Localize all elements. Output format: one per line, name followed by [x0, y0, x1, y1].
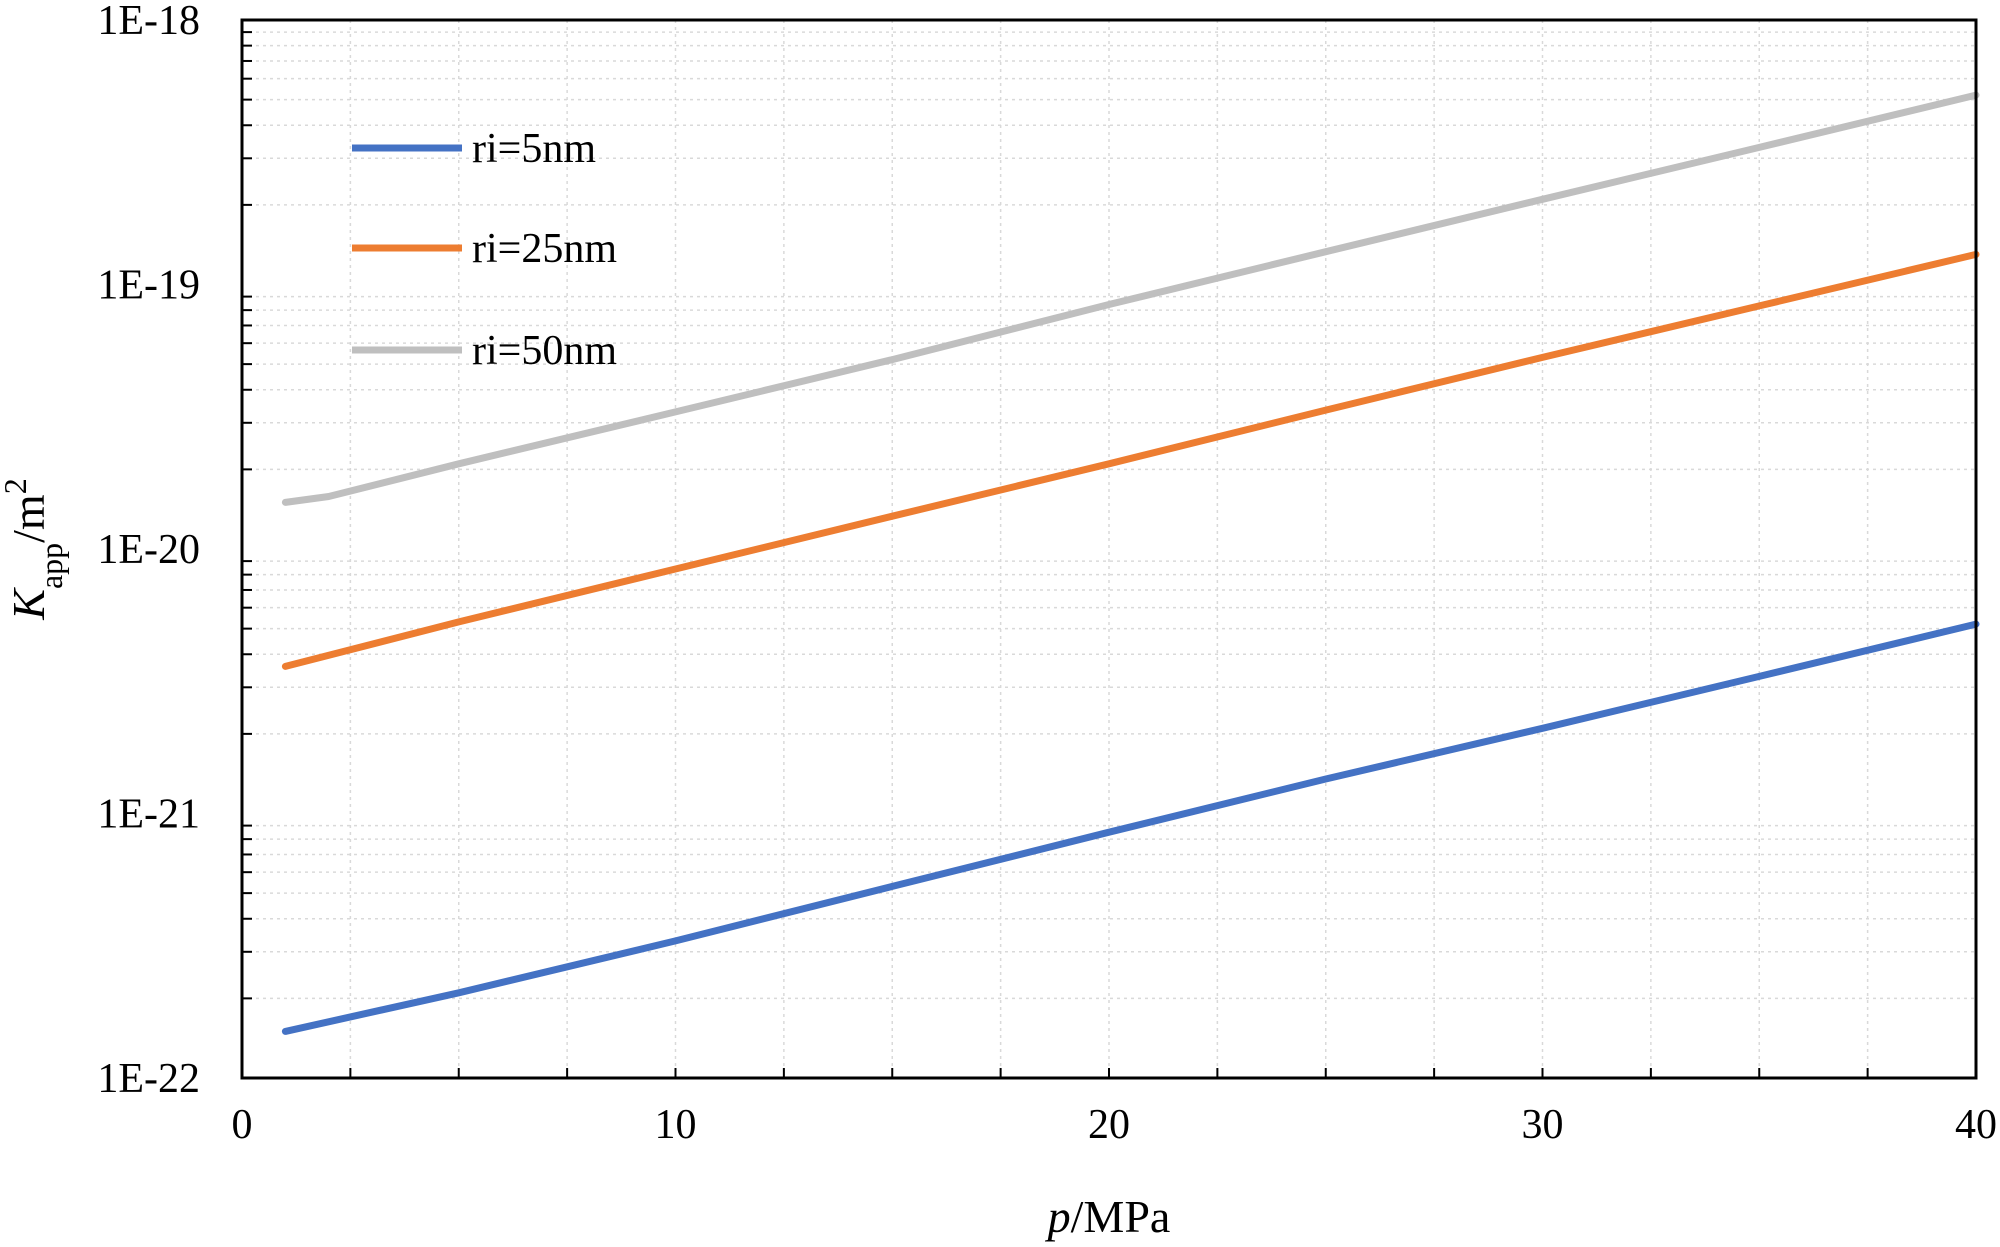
y-axis-title-unit: /m — [3, 494, 54, 543]
y-tick-label: 1E-20 — [97, 527, 200, 573]
y-axis-title-var: K — [3, 587, 54, 621]
legend-label-3: ri=50nm — [472, 328, 617, 374]
x-axis-title-unit: /MPa — [1071, 1191, 1171, 1242]
y-tick-labels: 1E-22 1E-21 1E-20 1E-19 1E-18 — [97, 0, 200, 1102]
series-line-3 — [281, 91, 1980, 506]
series-lines — [281, 91, 1980, 1035]
x-tick-label: 20 — [1088, 1102, 1130, 1148]
x-tick-label: 0 — [232, 1102, 253, 1148]
x-tick-label: 10 — [655, 1102, 697, 1148]
y-tick-label: 1E-22 — [97, 1056, 200, 1102]
plot-frame — [240, 18, 1978, 1080]
y-axis-title-subscript: app — [33, 543, 69, 589]
y-axis-title: Kapp/m2 — [0, 478, 69, 620]
y-tick-label: 1E-21 — [97, 792, 200, 838]
series-line-2 — [281, 250, 1980, 670]
legend-label-1: ri=5nm — [472, 126, 596, 172]
series-line-1 — [281, 620, 1980, 1035]
y-tick-label: 1E-19 — [97, 263, 200, 309]
x-tick-labels: 0 10 20 30 40 — [232, 1102, 1998, 1148]
legend: ri=5nm ri=25nm ri=50nm — [352, 126, 617, 374]
x-axis-title-var: p — [1045, 1191, 1071, 1242]
x-tick-label: 40 — [1955, 1102, 1997, 1148]
x-axis-title: p/MPa — [1045, 1191, 1171, 1242]
y-axis-title-superscript: 2 — [0, 478, 33, 494]
x-tick-label: 30 — [1522, 1102, 1564, 1148]
legend-label-2: ri=25nm — [472, 226, 617, 272]
y-tick-label: 1E-18 — [97, 0, 200, 44]
minor-ticks — [242, 31, 1869, 1078]
